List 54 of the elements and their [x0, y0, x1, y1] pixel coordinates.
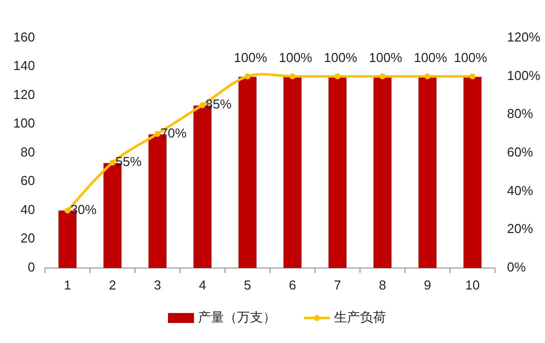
x-tick-label: 1 [64, 277, 72, 292]
y-tick-label: 20 [20, 230, 35, 246]
y2-tick-label: 100% [507, 68, 541, 83]
data-label: 100% [454, 50, 488, 65]
x-tick-label: 6 [288, 277, 296, 292]
y2-tick-label: 40% [507, 182, 534, 198]
point [244, 73, 250, 80]
y-tick-label: 160 [13, 29, 35, 44]
data-label: 100% [414, 50, 448, 65]
data-label: 85% [206, 96, 232, 112]
x-tick-label: 3 [154, 277, 162, 292]
y-tick-label: 100 [13, 116, 35, 131]
y-tick-label: 140 [13, 58, 35, 74]
x-tick-label: 9 [424, 277, 432, 292]
bar [284, 76, 302, 268]
legend-label: 生产负荷 [334, 309, 386, 324]
point [380, 73, 386, 80]
y-tick-label: 0 [28, 259, 35, 274]
x-tick-label: 10 [465, 277, 480, 292]
y-tick-label: 40 [20, 202, 35, 217]
bar [464, 76, 482, 268]
y2-tick-label: 80% [507, 106, 534, 122]
y2-tick-label: 60% [507, 144, 534, 160]
y-tick-label: 80 [20, 144, 35, 160]
point [470, 73, 476, 80]
point [154, 130, 160, 137]
data-label: 100% [324, 50, 358, 65]
data-label: 55% [116, 154, 142, 170]
y2-tick-label: 120% [507, 29, 541, 44]
bar [328, 76, 346, 268]
point [290, 73, 296, 80]
y-tick-label: 120 [13, 86, 35, 102]
y-tick-label: 60 [20, 173, 35, 188]
bar [418, 76, 436, 268]
legend-label: 产量（万支） [198, 309, 276, 324]
data-label: 70% [160, 125, 187, 140]
data-label: 100% [234, 50, 268, 65]
x-tick-label: 5 [244, 277, 252, 292]
y2-tick-label: 20% [507, 221, 534, 236]
x-tick-label: 7 [334, 277, 342, 292]
data-label: 30% [70, 202, 97, 217]
bar [374, 76, 392, 268]
point [200, 102, 206, 108]
point [64, 208, 70, 214]
x-tick-label: 8 [378, 277, 386, 292]
point [110, 160, 116, 166]
y2-tick-label: 0% [507, 259, 526, 274]
point [424, 73, 430, 80]
data-label: 100% [278, 50, 313, 65]
x-tick-label: 2 [108, 277, 116, 292]
x-tick-label: 4 [198, 277, 206, 292]
bar [238, 76, 256, 268]
point [334, 73, 340, 80]
data-label: 100% [368, 50, 403, 65]
